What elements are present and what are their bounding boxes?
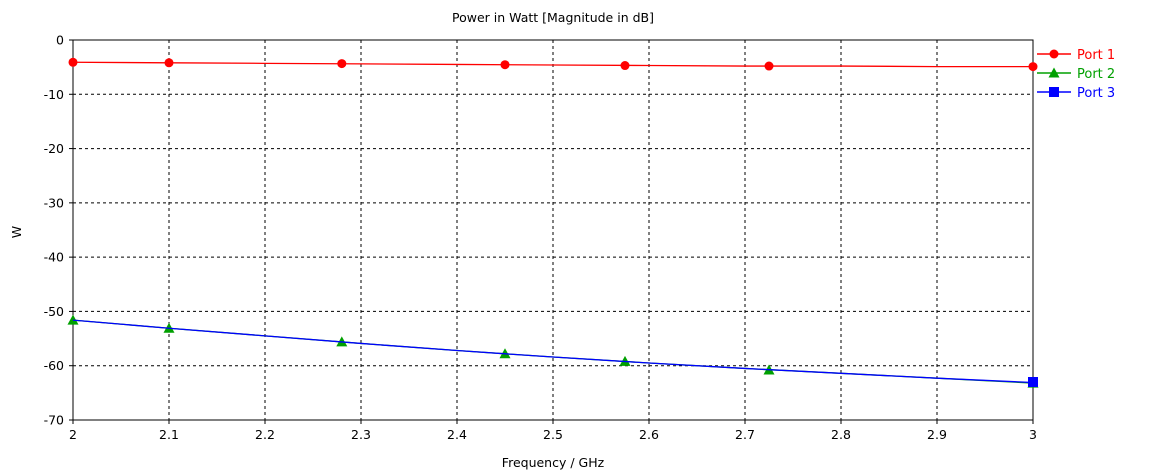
series-line-port-1 bbox=[72, 61, 1033, 68]
legend-marker-port-2 bbox=[1048, 67, 1060, 78]
x-tick-label: 2.8 bbox=[831, 427, 851, 442]
x-axis-label: Frequency / GHz bbox=[502, 455, 605, 470]
series-line-port-3 bbox=[72, 319, 1034, 384]
legend-item-port-2: Port 2 bbox=[1037, 67, 1115, 82]
legend-label-port-2: Port 2 bbox=[1077, 67, 1115, 82]
data-point-port-2 bbox=[67, 314, 79, 325]
data-point-port-1 bbox=[164, 58, 174, 68]
x-tick-label: 2.5 bbox=[543, 427, 563, 442]
x-tick-label: 2.1 bbox=[159, 427, 179, 442]
x-tick-label: 2.3 bbox=[351, 427, 371, 442]
y-tick-label: -30 bbox=[44, 195, 64, 210]
y-tick-label: -20 bbox=[44, 141, 64, 156]
y-axis-label: W bbox=[9, 226, 24, 238]
data-point-port-3 bbox=[1028, 377, 1038, 387]
y-tick-label: -50 bbox=[44, 304, 64, 319]
legend-label-port-3: Port 3 bbox=[1077, 86, 1115, 101]
y-tick-label: 0 bbox=[56, 33, 64, 48]
x-tick-label: 2.9 bbox=[927, 427, 947, 442]
data-point-port-1 bbox=[620, 61, 630, 71]
data-point-port-1 bbox=[500, 60, 510, 70]
x-tick-label: 2.2 bbox=[255, 427, 275, 442]
y-axis-ticks: 0 -10 -20 -30 -40 -50 -60 -70 bbox=[44, 33, 73, 428]
data-point-port-1 bbox=[68, 57, 78, 67]
x-axis-ticks: 2 2.1 2.2 2.3 2.4 2.5 2.6 2.7 2.8 2.9 3 bbox=[69, 420, 1037, 442]
y-tick-label: -10 bbox=[44, 87, 64, 102]
x-tick-label: 3 bbox=[1029, 427, 1037, 442]
chart-title: Power in Watt [Magnitude in dB] bbox=[452, 10, 654, 25]
y-tick-label: -60 bbox=[44, 358, 64, 373]
data-point-port-1 bbox=[337, 59, 347, 69]
legend-label-port-1: Port 1 bbox=[1077, 48, 1115, 63]
legend: Port 1 Port 2 Port 3 bbox=[1037, 48, 1115, 101]
x-tick-label: 2.7 bbox=[735, 427, 755, 442]
series-port-1 bbox=[68, 57, 1038, 72]
x-tick-label: 2 bbox=[69, 427, 77, 442]
legend-marker-port-3 bbox=[1049, 87, 1059, 97]
y-tick-label: -70 bbox=[44, 413, 64, 428]
x-tick-label: 2.4 bbox=[447, 427, 467, 442]
x-tick-label: 2.6 bbox=[639, 427, 659, 442]
data-point-port-1 bbox=[764, 61, 774, 71]
series-layer bbox=[67, 57, 1039, 388]
grid bbox=[73, 40, 1033, 420]
legend-item-port-1: Port 1 bbox=[1037, 48, 1115, 63]
legend-item-port-3: Port 3 bbox=[1037, 86, 1115, 101]
data-point-port-1 bbox=[1028, 62, 1038, 72]
y-tick-label: -40 bbox=[44, 250, 64, 265]
legend-marker-port-1 bbox=[1049, 49, 1059, 59]
series-port-3 bbox=[72, 319, 1038, 387]
